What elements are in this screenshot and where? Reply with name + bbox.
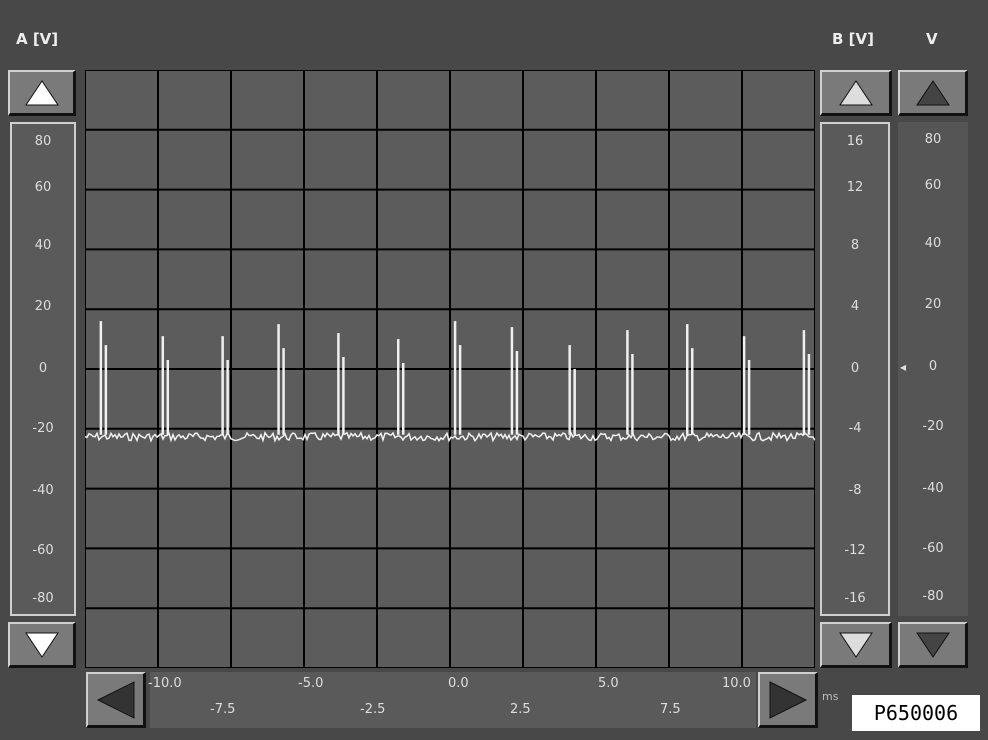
right-axis_b-tick: 0 (850, 361, 860, 376)
x-tick-top: -10.0 (148, 676, 182, 691)
x-tick-bottom: -7.5 (210, 702, 236, 717)
b-scale-down-button[interactable] (820, 622, 892, 668)
x-scroll-left-button[interactable] (86, 672, 146, 728)
right-axis_v-tick: 80 (924, 132, 942, 147)
b-scale-up-button[interactable] (820, 70, 892, 116)
right-axis_v-tick: 0 (928, 359, 938, 374)
a-axis-label: A [V] (16, 30, 59, 48)
up-arrow-icon (838, 79, 873, 105)
left-axis-tick: -20 (32, 421, 54, 436)
x-axis-bar[interactable]: -10.0 -5.0 0.0 5.0 10.0 -7.5 -2.5 2.5 7.5 (148, 672, 756, 728)
right-axis_v-tick: -40 (922, 481, 944, 496)
left-axis-tick: 80 (34, 134, 52, 149)
x-tick-bottom: 7.5 (660, 702, 681, 717)
right-axis_b-tick: -16 (844, 591, 866, 606)
right-axis_v-tick: 20 (924, 297, 942, 312)
oscilloscope-plot (84, 69, 816, 669)
right-arrow-icon (769, 680, 807, 719)
x-tick-top: 5.0 (598, 676, 619, 691)
right-axis_b-tick: -4 (848, 421, 862, 436)
b-scale: 16 12 8 4 0 -4 -8 -12 -16 (820, 122, 890, 616)
left-axis-tick: 20 (34, 299, 52, 314)
right-axis_b-tick: 4 (850, 299, 860, 314)
b-axis-label: B [V] (832, 30, 874, 48)
right-axis_b-tick: -12 (844, 543, 866, 558)
a-scale-down-button[interactable] (8, 622, 76, 668)
right-axis_b-tick: 12 (846, 180, 864, 195)
v-offset-marker: ◂ (900, 360, 907, 374)
x-axis-unit: ms (822, 690, 839, 703)
left-axis-tick: -80 (32, 591, 54, 606)
left-axis-tick: 60 (34, 180, 52, 195)
x-tick-bottom: 2.5 (510, 702, 531, 717)
v-axis-label: V (926, 30, 938, 48)
a-scale: 80 60 40 20 0 -20 -40 -60 -80 (10, 122, 76, 616)
image-id-label: P650006 (852, 695, 980, 731)
right-axis_v-tick: -60 (922, 541, 944, 556)
left-axis-tick: -40 (32, 483, 54, 498)
v-scale: ◂ 80 60 40 20 0 -20 -40 -60 -80 (898, 122, 968, 616)
x-tick-top: 0.0 (448, 676, 469, 691)
a-scale-up-button[interactable] (8, 70, 76, 116)
up-arrow-icon (24, 79, 59, 105)
right-axis_b-tick: 16 (846, 134, 864, 149)
v-scale-down-button[interactable] (898, 622, 968, 668)
left-axis-tick: 0 (38, 361, 48, 376)
v-scale-up-button[interactable] (898, 70, 968, 116)
plot-canvas (84, 69, 816, 669)
left-axis-tick: 40 (34, 238, 52, 253)
x-tick-top: 10.0 (722, 676, 751, 691)
down-arrow-icon (24, 632, 59, 658)
right-axis_b-tick: 8 (850, 238, 860, 253)
left-arrow-icon (96, 680, 134, 719)
down-arrow-icon (915, 632, 950, 658)
right-axis_v-tick: -20 (922, 419, 944, 434)
x-tick-bottom: -2.5 (360, 702, 386, 717)
left-axis-tick: -60 (32, 543, 54, 558)
right-axis_b-tick: -8 (848, 483, 862, 498)
right-axis_v-tick: 60 (924, 178, 942, 193)
right-axis_v-tick: 40 (924, 236, 942, 251)
down-arrow-icon (838, 632, 873, 658)
x-tick-top: -5.0 (298, 676, 324, 691)
up-arrow-icon (915, 79, 950, 105)
right-axis_v-tick: -80 (922, 589, 944, 604)
x-scroll-right-button[interactable] (758, 672, 818, 728)
